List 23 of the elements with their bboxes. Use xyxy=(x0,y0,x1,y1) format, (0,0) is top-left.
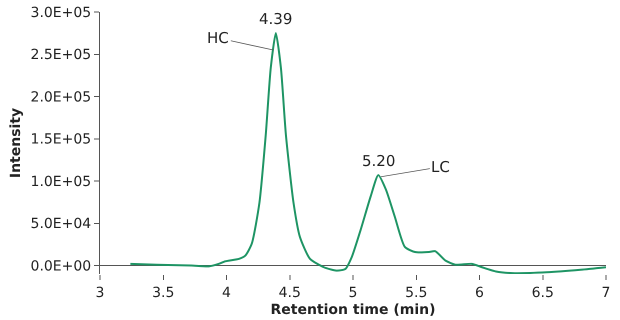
y-tick-label: 5.0E+04 xyxy=(30,216,92,232)
y-tick-label: 0.0E+00 xyxy=(30,258,92,274)
y-tick-label: 1.0E+05 xyxy=(30,174,92,190)
x-tick-label: 5.5 xyxy=(405,284,428,301)
x-tick-label: 7 xyxy=(602,284,610,301)
annotation: 5.20 xyxy=(362,152,396,170)
x-tick-label: 3.5 xyxy=(152,284,174,301)
x-tick-label: 5 xyxy=(348,284,358,301)
x-tick-label: 4.5 xyxy=(278,284,301,301)
y-tick-label: 3.0E+05 xyxy=(30,4,92,21)
x-tick-label: 6.5 xyxy=(532,284,554,301)
x-tick-label: 4 xyxy=(222,284,232,301)
x-tick-label: 6 xyxy=(475,284,484,301)
annotation: 4.39 xyxy=(259,10,292,28)
y-tick-label: 2.5E+05 xyxy=(30,47,92,64)
y-tick-label: 1.5E+05 xyxy=(30,132,92,148)
y-tick-label: 2.0E+05 xyxy=(30,89,92,106)
annotation: LC xyxy=(431,158,450,176)
annotation: HC xyxy=(207,29,229,47)
x-tick-label: 3 xyxy=(96,284,104,301)
y-axis-title: Intensity xyxy=(8,108,24,178)
x-axis-title: Retention time (min) xyxy=(270,302,436,318)
line-series xyxy=(129,32,606,274)
